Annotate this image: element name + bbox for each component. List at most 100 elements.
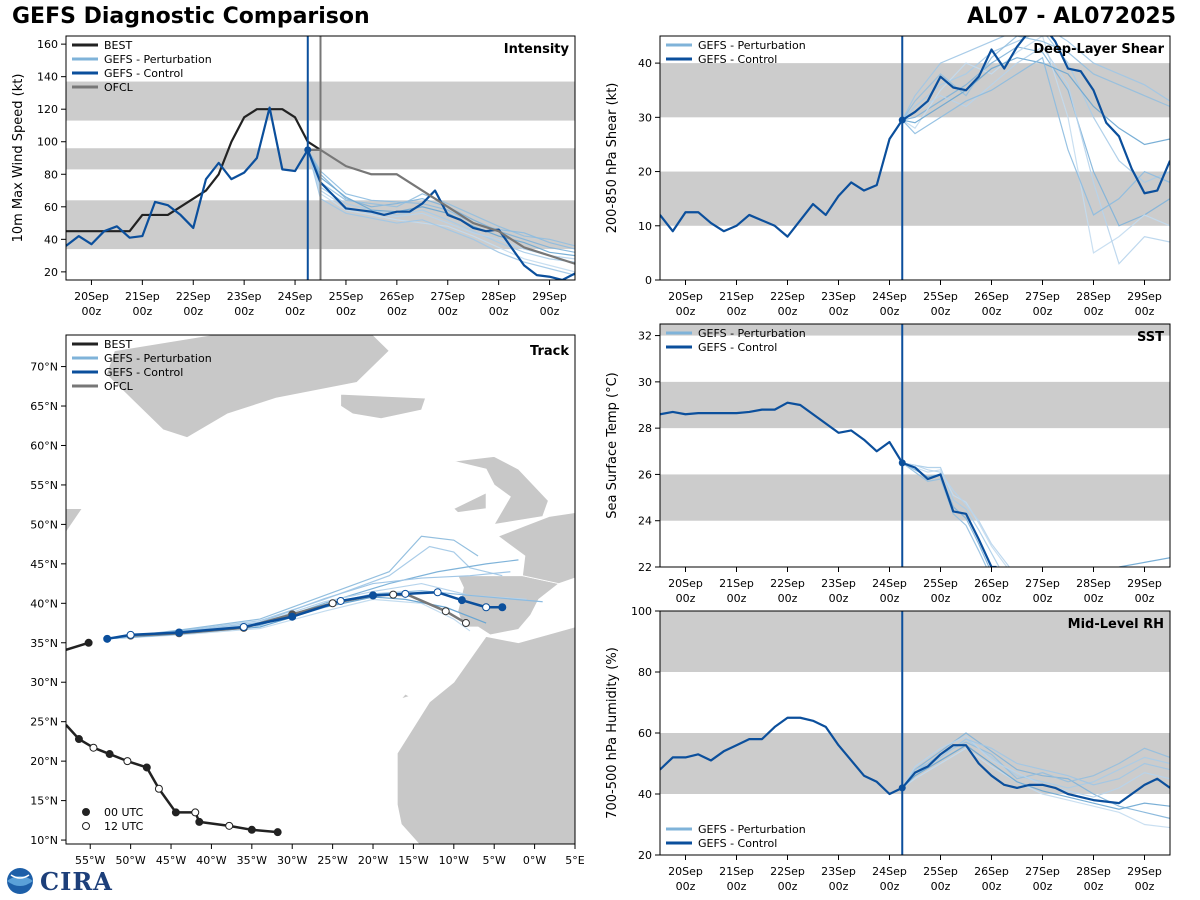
y-axis-label: 10m Max Wind Speed (kt)	[11, 74, 26, 243]
lat-tick-label: 55°N	[30, 479, 58, 492]
x-tick-sub-label: 00z	[982, 880, 1002, 893]
x-tick-sub-label: 00z	[489, 305, 509, 318]
x-tick-sub-label: 00z	[778, 592, 798, 605]
perturbation-line	[902, 462, 1000, 567]
x-tick-label: 21Sep	[125, 290, 160, 303]
y-tick-label: 100	[631, 605, 652, 618]
x-tick-sub-label: 00z	[727, 880, 747, 893]
panel-label: Intensity	[504, 42, 570, 57]
x-tick-label: 27Sep	[1025, 865, 1060, 878]
x-tick-sub-label: 00z	[931, 305, 951, 318]
greenland-landmass	[105, 335, 390, 439]
lat-tick-label: 25°N	[30, 716, 58, 729]
perturbation-line	[307, 149, 575, 257]
control-00utc-marker	[288, 612, 297, 621]
y-tick-label: 140	[37, 71, 58, 84]
control-00utc-marker	[103, 634, 112, 643]
britain-landmass	[453, 456, 549, 525]
plot-area	[660, 611, 1170, 855]
panel-label: Deep-Layer Shear	[1033, 42, 1164, 57]
x-tick-sub-label: 00z	[931, 880, 951, 893]
x-tick-label: 24Sep	[872, 865, 907, 878]
y-tick-label: 22	[638, 561, 652, 574]
x-tick-sub-label: 00z	[1135, 880, 1155, 893]
x-tick-sub-label: 00z	[982, 305, 1002, 318]
best-track-south	[66, 723, 278, 834]
x-tick-label: 27Sep	[1025, 290, 1060, 303]
panel-intensity: 20 40 60 80 100 120 140 160 20Sep 00z 21Sep 00z 22Se…	[11, 35, 576, 318]
lon-tick-label: 25°W	[317, 854, 347, 867]
x-tick-label: 28Sep	[1076, 290, 1111, 303]
lat-tick-label: 70°N	[30, 361, 58, 374]
lon-tick-label: 0°W	[523, 854, 546, 867]
perturbation-line	[901, 735, 1170, 798]
y-tick-label: 20	[638, 849, 652, 862]
lon-tick-label: 15°W	[398, 854, 428, 867]
x-tick-sub-label: 00z	[387, 305, 407, 318]
y-tick-label: 20	[638, 166, 652, 179]
control-line	[660, 401, 997, 567]
lon-tick-label: 5°E	[565, 854, 584, 867]
x-tick-label: 28Sep	[1076, 865, 1111, 878]
x-tick-label: 24Sep	[872, 577, 907, 590]
x-tick-sub-label: 00z	[829, 592, 849, 605]
init-point	[898, 116, 906, 124]
marker-legend-label: 00 UTC	[104, 806, 144, 819]
ofcl-12utc-marker	[328, 599, 337, 608]
best-00utc-marker	[247, 825, 256, 834]
lat-tick-label: 20°N	[30, 755, 58, 768]
iceland-landmass	[340, 393, 427, 420]
panel-label: SST	[1137, 330, 1164, 345]
x-tick-sub-label: 00z	[1135, 305, 1155, 318]
x-tick-label: 21Sep	[719, 865, 754, 878]
y-tick-label: 0	[645, 274, 652, 287]
perturbation-line	[1118, 557, 1170, 567]
control-12utc-marker	[401, 589, 410, 598]
x-tick-sub-label: 00z	[1033, 305, 1053, 318]
perturbation-line	[307, 149, 575, 250]
control-12utc-marker	[239, 622, 248, 631]
y-tick-label: 24	[638, 515, 652, 528]
x-tick-label: 22Sep	[770, 865, 805, 878]
marker-legend-label: 12 UTC	[104, 820, 144, 833]
perturbation-line	[307, 149, 575, 263]
x-tick-sub-label: 00z	[982, 592, 1002, 605]
lon-tick-label: 20°W	[358, 854, 388, 867]
y-tick-label: 60	[44, 201, 58, 214]
perturbation-line	[902, 462, 1008, 567]
init-point	[898, 784, 906, 792]
control-12utc-marker	[433, 588, 442, 597]
panel-label: Mid-Level RH	[1068, 617, 1164, 632]
x-tick-sub-label: 00z	[727, 305, 747, 318]
panel-rh: 20 40 60 80 100 20Sep 00z 21Sep 00z 22Sep 00z 23Sep…	[605, 605, 1171, 893]
lat-tick-label: 45°N	[30, 558, 58, 571]
threshold-band	[660, 381, 1170, 429]
ofcl-12utc-marker	[461, 619, 470, 628]
legend-label: OFCL	[104, 380, 134, 393]
canada-landmass	[66, 508, 83, 533]
legend-label: GEFS - Control	[698, 53, 777, 66]
lon-tick-label: 55°W	[75, 854, 105, 867]
x-tick-label: 20Sep	[668, 577, 703, 590]
x-tick-sub-label: 00z	[880, 880, 900, 893]
x-tick-sub-label: 00z	[880, 592, 900, 605]
perturbation-line	[901, 462, 987, 567]
x-tick-label: 20Sep	[668, 865, 703, 878]
x-tick-label: 23Sep	[821, 577, 856, 590]
x-tick-label: 20Sep	[74, 290, 109, 303]
x-tick-sub-label: 00z	[1033, 880, 1053, 893]
plot-area	[660, 36, 1170, 280]
best-00utc-marker	[171, 808, 180, 817]
y-tick-label: 40	[638, 788, 652, 801]
x-tick-label: 29Sep	[1127, 865, 1162, 878]
best-00utc-marker	[74, 735, 83, 744]
plot-area	[66, 36, 575, 280]
y-tick-label: 30	[638, 376, 652, 389]
perturbation-line	[901, 744, 1170, 810]
panel-shear: 0 10 20 30 40 20Sep 00z 21Sep 00z 22Sep 00z 23Sep 00…	[605, 35, 1171, 318]
plot-frame	[65, 35, 576, 281]
canary-islands	[400, 693, 411, 700]
x-tick-sub-label: 00z	[778, 305, 798, 318]
perturbation-line	[901, 732, 1170, 819]
